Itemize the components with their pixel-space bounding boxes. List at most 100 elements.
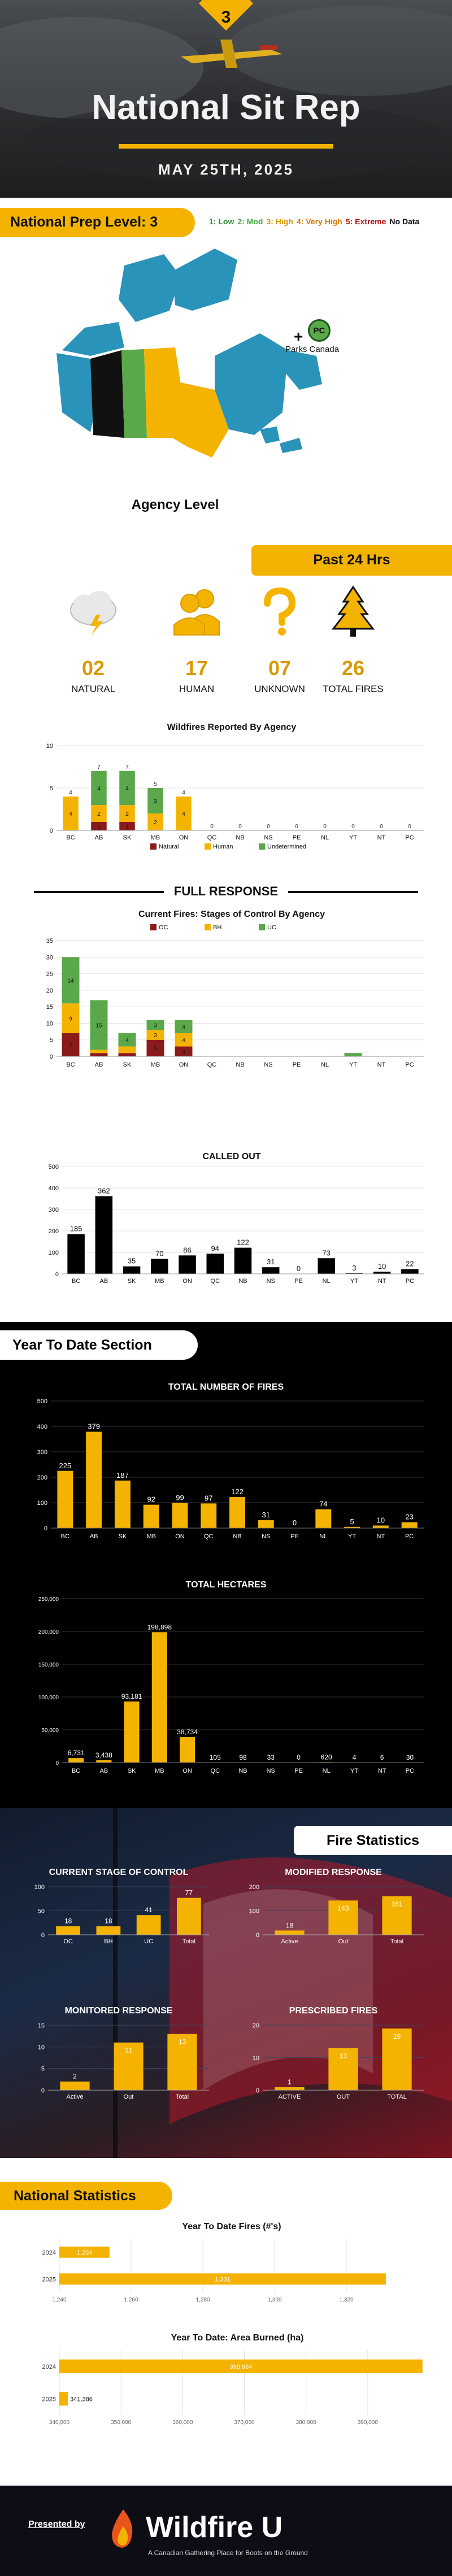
value-label: 11 — [125, 2047, 132, 2055]
total-label: 0 — [380, 824, 383, 830]
x-tick-label: BC — [72, 1278, 80, 1285]
y-tick-label: 200 — [249, 1884, 259, 1891]
value-label: 30 — [406, 1753, 414, 1761]
total-label: 0 — [238, 824, 242, 830]
x-tick-label: NS — [267, 1768, 275, 1774]
y-tick-label: 400 — [37, 1424, 47, 1430]
x-tick-label: YT — [349, 1061, 357, 1068]
segment-label: 4 — [125, 786, 129, 792]
segment-label: 4 — [182, 811, 185, 817]
x-tick-label: BH — [104, 1938, 112, 1945]
value-label: 0 — [293, 1518, 297, 1527]
bar — [315, 1509, 332, 1528]
segment-label: 4 — [125, 1038, 129, 1044]
brand-name: Wildfire U — [146, 2511, 283, 2544]
x-tick-label: AB — [100, 1768, 108, 1774]
y-tick-label: 50 — [38, 1908, 45, 1915]
value-label: 10 — [378, 1262, 386, 1270]
x-tick-label: Active — [281, 1938, 298, 1945]
chart-title: TOTAL NUMBER OF FIRES — [168, 1382, 284, 1392]
lightning-cloud-icon — [70, 591, 116, 635]
value-label: 4 — [353, 1753, 357, 1761]
brand-tagline: A Canadian Gathering Place for Boots on … — [148, 2549, 308, 2557]
x-tick-label: PE — [294, 1768, 303, 1774]
y-tick-label: 300 — [49, 1207, 59, 1213]
segment-label: 3 — [154, 1033, 157, 1039]
stat-natural-label: NATURAL — [71, 684, 116, 694]
total-label: 0 — [351, 824, 355, 830]
x-tick-label: MB — [155, 1278, 164, 1285]
x-tick-label: PC — [406, 1278, 414, 1285]
x-tick-label: NB — [236, 1061, 244, 1068]
value-label: 33 — [267, 1753, 275, 1761]
legend-label: BH — [213, 924, 221, 931]
bar — [114, 2042, 144, 2090]
y-tick-label: 0 — [55, 1760, 59, 1766]
bar — [206, 1254, 224, 1274]
value-label: 93,181 — [121, 1692, 142, 1700]
x-tick-label: ON — [182, 1278, 192, 1285]
y-tick-label: 200 — [37, 1474, 47, 1481]
segment-label: 7 — [69, 1043, 72, 1049]
ytd-tab: Year To Date Section — [0, 1330, 198, 1360]
full-response-rule-left — [34, 891, 164, 893]
segment-label: 14 — [67, 978, 74, 984]
x-tick-label: Active — [67, 2094, 84, 2100]
value-label: 185 — [70, 1225, 82, 1233]
value-label: 620 — [321, 1753, 332, 1761]
bar — [373, 1272, 391, 1274]
total-label: 0 — [267, 824, 270, 830]
map-caption: Agency Level — [131, 497, 219, 512]
chart-title: CURRENT STAGE OF CONTROL — [49, 1868, 189, 1877]
value-label: 31 — [267, 1257, 275, 1266]
bar — [179, 1255, 196, 1274]
bar — [67, 1234, 85, 1274]
value-label: 0 — [297, 1264, 301, 1273]
bar-human — [91, 805, 107, 822]
y-tick-label: 0 — [256, 2087, 259, 2094]
prep-level-tab: National Prep Level: 3 — [0, 208, 195, 237]
x-tick-label: NT — [377, 1061, 386, 1068]
x-tick-label: 390,000 — [358, 2420, 379, 2426]
tree-icon — [331, 585, 375, 637]
value-label: 18 — [64, 1917, 72, 1925]
province-nb — [260, 427, 280, 443]
x-tick-label: QC — [207, 1061, 217, 1068]
segment-label: 5 — [154, 1046, 157, 1052]
bar-uc — [118, 1033, 136, 1047]
value-label: 122 — [231, 1487, 244, 1496]
y-tick-label: 30 — [46, 954, 53, 961]
bar-bh — [62, 1003, 80, 1033]
value-label: 187 — [116, 1471, 129, 1480]
ytd-section — [0, 1322, 452, 1808]
report-date: MAY 25TH, 2025 — [158, 161, 294, 178]
province-on — [172, 381, 229, 458]
bar — [344, 1526, 360, 1528]
chart-total-fires: TOTAL NUMBER OF FIRES0100200300400500225… — [37, 1382, 424, 1540]
stat-human-value: 17 — [185, 656, 208, 680]
bar — [328, 2048, 358, 2090]
bar — [95, 1196, 113, 1274]
value-label: 97 — [205, 1494, 212, 1502]
flag-backdrop — [113, 1808, 452, 2158]
legend-swatch — [150, 924, 157, 930]
full-response-heading: FULL RESPONSE — [173, 884, 279, 898]
x-tick-label: Total — [176, 2094, 189, 2100]
bar — [143, 1504, 159, 1528]
segment-label: 4 — [182, 1024, 185, 1030]
value-label: 2 — [73, 2073, 77, 2081]
y-tick-label: 0 — [256, 1932, 259, 1939]
bar-human — [147, 813, 163, 830]
chart-title: MODIFIED RESPONSE — [285, 1868, 382, 1877]
x-tick-label: QC — [211, 1768, 220, 1774]
y-tick-label: 15 — [46, 1004, 53, 1011]
bar — [234, 1247, 252, 1274]
bar — [96, 1760, 112, 1763]
bar — [151, 1259, 168, 1274]
chart-title: MONITORED RESPONSE — [65, 2006, 173, 2016]
y-tick-label: 150,000 — [38, 1662, 59, 1668]
bar — [262, 1267, 280, 1274]
total-label: 5 — [154, 781, 157, 787]
segment-label: 9 — [69, 1016, 72, 1022]
stat-unknown-value: 07 — [268, 656, 292, 680]
